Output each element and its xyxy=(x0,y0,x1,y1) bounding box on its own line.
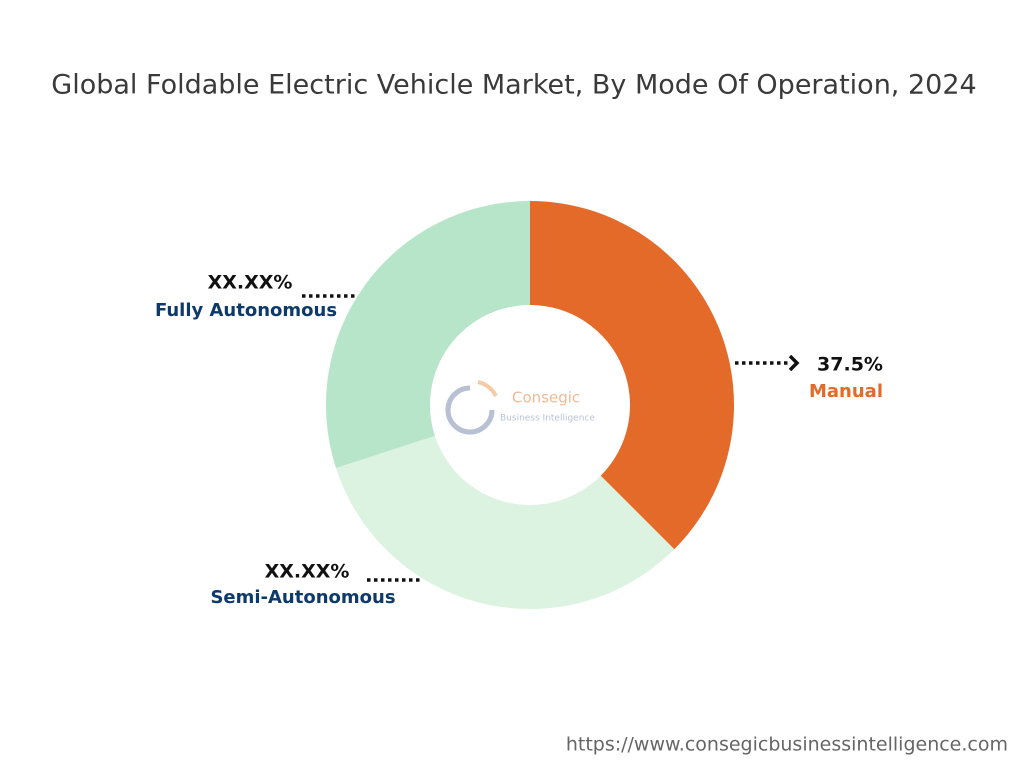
slice xyxy=(326,201,530,469)
logo-icon xyxy=(445,385,495,435)
logo-tagline: Business Intelligence xyxy=(500,414,595,424)
source-url: https://www.consegicbusinessintelligence… xyxy=(566,734,1008,756)
chart-title: Global Foldable Electric Vehicle Market,… xyxy=(51,70,976,101)
category-label: Fully Autonomous xyxy=(155,300,337,321)
logo-icon xyxy=(477,380,498,398)
donut xyxy=(326,201,734,609)
leader-arrow xyxy=(788,354,800,372)
category-label: Manual xyxy=(809,381,883,402)
value-label: 37.5% xyxy=(817,354,883,376)
logo-name: Consegic xyxy=(512,389,580,407)
logo: Consegic Business Intelligence xyxy=(445,380,595,435)
slice xyxy=(530,201,734,550)
value-label: XX.XX% xyxy=(265,561,350,583)
value-label: XX.XX% xyxy=(208,272,293,294)
slice xyxy=(335,435,675,609)
category-label: Semi-Autonomous xyxy=(210,587,395,608)
